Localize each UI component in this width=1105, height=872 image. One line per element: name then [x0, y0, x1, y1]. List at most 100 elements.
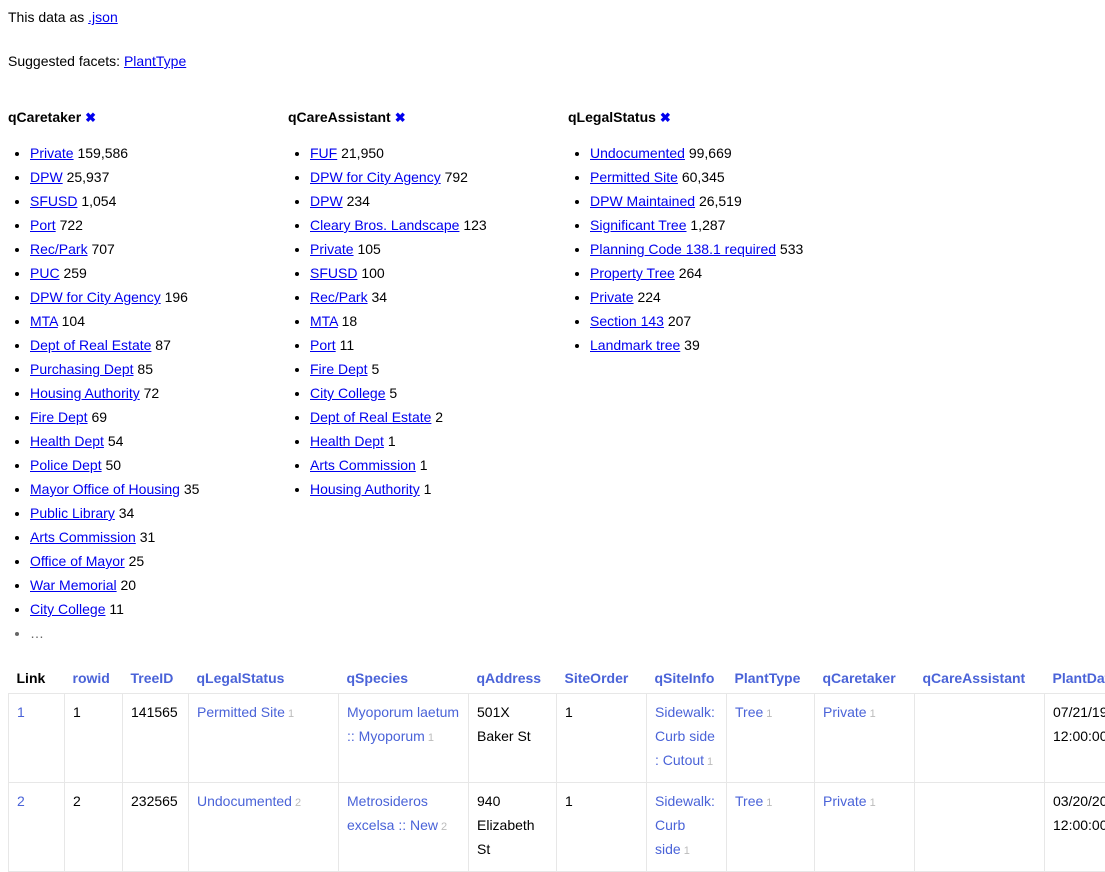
facet-item-link[interactable]: Purchasing Dept	[30, 361, 134, 377]
facet-item-link[interactable]: Mayor Office of Housing	[30, 481, 180, 497]
facet-item: SFUSD 100	[310, 261, 568, 285]
facet-item-link[interactable]: Cleary Bros. Landscape	[310, 217, 459, 233]
suggested-facet-planttype[interactable]: PlantType	[124, 53, 186, 69]
facet-item-link[interactable]: Health Dept	[30, 433, 104, 449]
facet-item-link[interactable]: Office of Mayor	[30, 553, 125, 569]
facet-item-link[interactable]: Health Dept	[310, 433, 384, 449]
facet-item-count: 2	[435, 409, 443, 425]
facet-item-link[interactable]: Housing Authority	[30, 385, 140, 401]
column-header-qlegalstatus[interactable]: qLegalStatus	[189, 667, 339, 694]
facet-item-count: 35	[184, 481, 200, 497]
facet-item-link[interactable]: Police Dept	[30, 457, 102, 473]
column-header-qaddress[interactable]: qAddress	[469, 667, 557, 694]
row-link[interactable]: 1	[17, 704, 25, 720]
facet-item-link[interactable]: Section 143	[590, 313, 664, 329]
facet-item: MTA 18	[310, 309, 568, 333]
cell-value-link[interactable]: Myoporum laetum :: Myoporum	[347, 704, 459, 744]
facet-item-link[interactable]: SFUSD	[30, 193, 77, 209]
cell-value-link[interactable]: Private	[823, 793, 867, 809]
facet-item-link[interactable]: Arts Commission	[310, 457, 416, 473]
facet-item-link[interactable]: Private	[30, 145, 74, 161]
column-header-treeid[interactable]: TreeID	[123, 667, 189, 694]
facet-item-count: 54	[108, 433, 124, 449]
facet-item-link[interactable]: DPW	[310, 193, 343, 209]
facet-item-link[interactable]: Dept of Real Estate	[30, 337, 151, 353]
column-header-qcareassistant[interactable]: qCareAssistant	[915, 667, 1045, 694]
facet-item-link[interactable]: MTA	[30, 313, 58, 329]
column-header-rowid[interactable]: rowid	[65, 667, 123, 694]
facet-item-link[interactable]: Property Tree	[590, 265, 675, 281]
cell-facet-count: 2	[441, 821, 447, 833]
facet-item-link[interactable]: Planning Code 138.1 required	[590, 241, 776, 257]
column-header-planttype[interactable]: PlantType	[727, 667, 815, 694]
facet-item-link[interactable]: Port	[310, 337, 336, 353]
facet-item-link[interactable]: DPW	[30, 169, 63, 185]
facet-item-link[interactable]: DPW Maintained	[590, 193, 695, 209]
facet-item-link[interactable]: DPW for City Agency	[30, 289, 161, 305]
column-header-plantdate[interactable]: PlantDate	[1045, 667, 1105, 694]
facet-item: Fire Dept 69	[30, 405, 288, 429]
facet-item: Port 11	[310, 333, 568, 357]
cell-facet-count: 1	[870, 708, 876, 720]
facet-item-link[interactable]: Permitted Site	[590, 169, 678, 185]
facet-item-count: 72	[144, 385, 160, 401]
facet-list-qlegalstatus: Undocumented 99,669 Permitted Site 60,34…	[568, 141, 868, 357]
facet-item-link[interactable]: Significant Tree	[590, 217, 687, 233]
cell-facet-count: 1	[766, 708, 772, 720]
facet-item-count: 18	[342, 313, 358, 329]
facet-item-link[interactable]: DPW for City Agency	[310, 169, 441, 185]
facet-item-link[interactable]: FUF	[310, 145, 337, 161]
column-header-qspecies[interactable]: qSpecies	[339, 667, 469, 694]
facet-item-link[interactable]: Undocumented	[590, 145, 685, 161]
column-header-qcaretaker[interactable]: qCaretaker	[815, 667, 915, 694]
results-table-wrapper[interactable]: Link rowid TreeID qLegalStatus qSpecies …	[8, 667, 1105, 872]
facet-item-link[interactable]: Fire Dept	[310, 361, 368, 377]
column-header-siteorder[interactable]: SiteOrder	[557, 667, 647, 694]
facet-item-count: 1,287	[690, 217, 725, 233]
facet-item-link[interactable]: Fire Dept	[30, 409, 88, 425]
cell-qaddress: 940 Elizabeth St	[469, 783, 557, 872]
cell-value-link[interactable]: Sidewalk: Curb side : Cutout	[655, 704, 715, 768]
facet-results: qCaretaker✖ Private 159,586 DPW 25,937 S…	[8, 108, 1105, 645]
facet-item-link[interactable]: War Memorial	[30, 577, 117, 593]
facet-item-count: 99,669	[689, 145, 732, 161]
facet-item-link[interactable]: Private	[310, 241, 354, 257]
cell-facet-count: 1	[684, 845, 690, 857]
facet-item-link[interactable]: Dept of Real Estate	[310, 409, 431, 425]
facet-item-link[interactable]: PUC	[30, 265, 60, 281]
facet-item-count: 234	[347, 193, 370, 209]
facet-item-link[interactable]: Private	[590, 289, 634, 305]
cell-value-link[interactable]: Private	[823, 704, 867, 720]
cell-value-link[interactable]: Permitted Site	[197, 704, 285, 720]
column-header-qsiteinfo[interactable]: qSiteInfo	[647, 667, 727, 694]
close-icon[interactable]: ✖	[660, 110, 671, 125]
facet-item-link[interactable]: SFUSD	[310, 265, 357, 281]
facet-item-link[interactable]: Arts Commission	[30, 529, 136, 545]
cell-value-link[interactable]: Tree	[735, 704, 763, 720]
facet-item-count: 11	[109, 601, 124, 617]
facet-item-ellipsis: …	[30, 621, 288, 645]
facet-item-count: 25	[129, 553, 145, 569]
cell-value-link[interactable]: Metrosideros excelsa :: New	[347, 793, 438, 833]
facet-item-link[interactable]: Public Library	[30, 505, 115, 521]
row-link[interactable]: 2	[17, 793, 25, 809]
facet-item-link[interactable]: City College	[310, 385, 385, 401]
cell-value-link[interactable]: Undocumented	[197, 793, 292, 809]
close-icon[interactable]: ✖	[85, 110, 96, 125]
facet-item: Cleary Bros. Landscape 123	[310, 213, 568, 237]
facet-item-link[interactable]: Landmark tree	[590, 337, 680, 353]
facet-item-count: 100	[361, 265, 384, 281]
facet-item-link[interactable]: Housing Authority	[310, 481, 420, 497]
facet-item-link[interactable]: City College	[30, 601, 105, 617]
export-json-link[interactable]: .json	[88, 9, 118, 25]
facet-item-link[interactable]: MTA	[310, 313, 338, 329]
facet-item-link[interactable]: Port	[30, 217, 56, 233]
close-icon[interactable]: ✖	[395, 110, 406, 125]
cell-qaddress: 501X Baker St	[469, 694, 557, 783]
facet-name-label: qLegalStatus	[568, 109, 656, 125]
facet-item-link[interactable]: Rec/Park	[30, 241, 88, 257]
facet-item-link[interactable]: Rec/Park	[310, 289, 368, 305]
cell-value-link[interactable]: Tree	[735, 793, 763, 809]
